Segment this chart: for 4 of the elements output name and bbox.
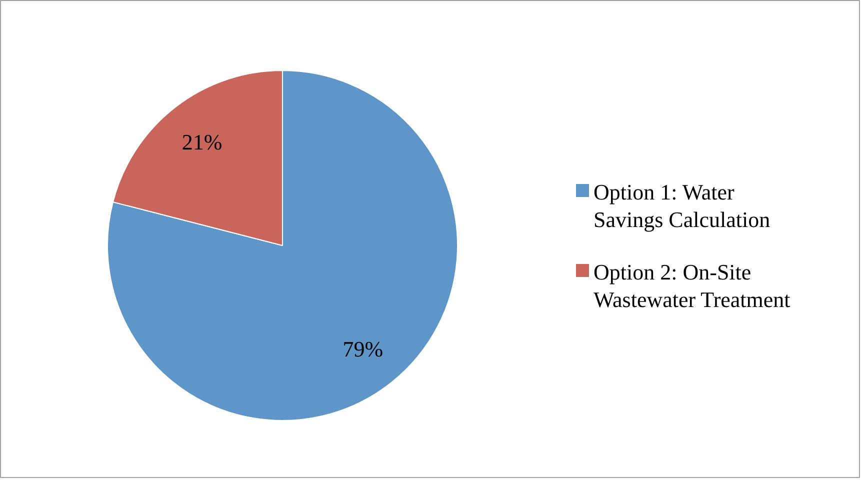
data-label: 79% [342, 336, 384, 362]
data-label: 21% [182, 129, 222, 154]
legend-label: Option 1: Water Savings Calculation [594, 180, 770, 232]
legend-label: Option 2: On-Site Wastewater Treatment [594, 260, 790, 312]
